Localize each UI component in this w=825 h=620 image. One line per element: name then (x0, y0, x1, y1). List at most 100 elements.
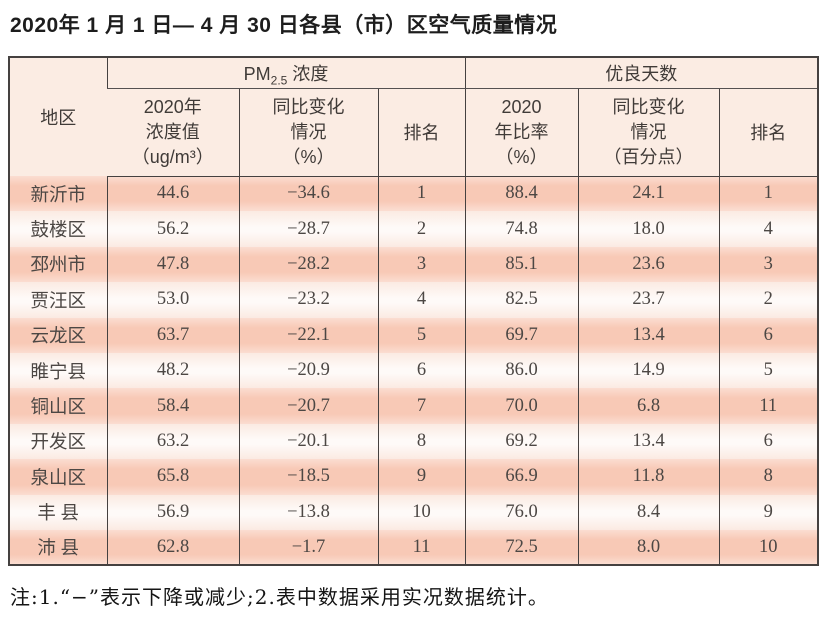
col-header-gd-rate: 2020 年比率 （%） (464, 88, 579, 177)
pm-value-cell: 58.4 (106, 388, 239, 424)
table-row: 开发区 63.2 −20.1 8 69.2 13.4 6 (9, 423, 819, 460)
good-days-rank-cell: 6 (718, 423, 819, 460)
col-header-gd-rank: 排名 (718, 88, 819, 177)
good-days-rate-cell: 85.1 (464, 246, 579, 283)
pm-value-cell: 44.6 (106, 176, 239, 212)
table-row: 丰 县 56.9 −13.8 10 76.0 8.4 9 (9, 494, 819, 530)
pm-value-cell: 65.8 (106, 459, 239, 495)
pm-yoy-cell: −1.7 (238, 529, 378, 566)
pm-rank-cell: 5 (377, 317, 466, 353)
col-header-pm-yoy-change: 同比变化 情况 （%） (238, 88, 378, 177)
pm-rank-cell: 2 (377, 211, 466, 247)
table-body: 新沂市 44.6 −34.6 1 88.4 24.1 1 鼓楼区 56.2 −2… (9, 176, 819, 566)
table-row: 泉山区 65.8 −18.5 9 66.9 11.8 8 (9, 459, 819, 495)
pm-rank-cell: 4 (377, 282, 466, 318)
header-detail-row: 2020年 浓度值 （ug/m³） 同比变化 情况 （%） 排名 2020 年比… (9, 88, 819, 177)
col-group-good-days: 优良天数 (464, 57, 819, 89)
region-cell: 贾汪区 (9, 282, 107, 318)
good-days-rate-cell: 69.7 (464, 317, 579, 353)
good-days-rank-cell: 11 (718, 388, 819, 424)
pm-rank-cell: 1 (377, 176, 466, 212)
pm-yoy-cell: −18.5 (238, 459, 378, 495)
good-days-yoy-cell: 8.0 (577, 529, 720, 566)
pm-rank-cell: 8 (377, 423, 466, 460)
region-cell: 开发区 (9, 423, 107, 460)
pm-value-cell: 63.7 (106, 317, 239, 353)
good-days-yoy-cell: 14.9 (577, 352, 720, 389)
pm-yoy-cell: −13.8 (238, 494, 378, 530)
pm-value-cell: 48.2 (106, 352, 239, 389)
table-row: 邳州市 47.8 −28.2 3 85.1 23.6 3 (9, 246, 819, 283)
pm-yoy-cell: −28.7 (238, 211, 378, 247)
good-days-rank-cell: 2 (718, 282, 819, 318)
good-days-rate-cell: 74.8 (464, 211, 579, 247)
table-row: 睢宁县 48.2 −20.9 6 86.0 14.9 5 (9, 352, 819, 389)
region-cell: 云龙区 (9, 317, 107, 353)
pm-value-cell: 63.2 (106, 423, 239, 460)
pm-rank-cell: 7 (377, 388, 466, 424)
pm-value-cell: 56.9 (106, 494, 239, 530)
region-cell: 沛 县 (9, 529, 107, 566)
table-row: 鼓楼区 56.2 −28.7 2 74.8 18.0 4 (9, 211, 819, 247)
pm-yoy-cell: −28.2 (238, 246, 378, 283)
page-title: 2020年 1 月 1 日— 4 月 30 日各县（市）区空气质量情况 (10, 14, 558, 37)
good-days-yoy-cell: 18.0 (577, 211, 720, 247)
good-days-yoy-cell: 13.4 (577, 423, 720, 460)
good-days-rate-cell: 72.5 (464, 529, 579, 566)
good-days-rate-cell: 88.4 (464, 176, 579, 212)
pm-yoy-cell: −20.7 (238, 388, 378, 424)
region-cell: 新沂市 (9, 176, 107, 212)
good-days-yoy-cell: 6.8 (577, 388, 720, 424)
pm25-label-prefix: PM (243, 63, 271, 84)
footnote: 注:1.“−”表示下降或减少;2.表中数据采用实况数据统计。 (10, 585, 549, 610)
good-days-yoy-cell: 13.4 (577, 317, 720, 353)
good-days-yoy-cell: 23.7 (577, 282, 720, 318)
col-header-region: 地区 (9, 57, 107, 176)
pm-rank-cell: 10 (377, 494, 466, 530)
pm-rank-cell: 11 (377, 529, 466, 566)
region-cell: 铜山区 (9, 388, 107, 424)
table-row: 新沂市 44.6 −34.6 1 88.4 24.1 1 (9, 176, 819, 212)
good-days-rank-cell: 9 (718, 494, 819, 530)
pm-yoy-cell: −20.1 (238, 423, 378, 460)
table-row: 铜山区 58.4 −20.7 7 70.0 6.8 11 (9, 388, 819, 424)
col-header-pm-rank: 排名 (377, 88, 466, 177)
region-cell: 泉山区 (9, 459, 107, 495)
good-days-yoy-cell: 24.1 (577, 176, 720, 212)
pm25-label-suffix: 浓度 (287, 63, 329, 84)
good-days-rate-cell: 70.0 (464, 388, 579, 424)
good-days-rank-cell: 5 (718, 352, 819, 389)
pm-value-cell: 62.8 (106, 529, 239, 566)
good-days-yoy-cell: 8.4 (577, 494, 720, 530)
good-days-rank-cell: 10 (718, 529, 819, 566)
good-days-rate-cell: 66.9 (464, 459, 579, 495)
good-days-rank-cell: 3 (718, 246, 819, 283)
region-cell: 丰 县 (9, 494, 107, 530)
good-days-yoy-cell: 11.8 (577, 459, 720, 495)
table-row: 沛 县 62.8 −1.7 11 72.5 8.0 10 (9, 529, 819, 566)
good-days-rank-cell: 6 (718, 317, 819, 353)
table-row: 云龙区 63.7 −22.1 5 69.7 13.4 6 (9, 317, 819, 353)
col-group-pm25: PM2.5 浓度 (106, 57, 466, 89)
pm25-label-subscript: 2.5 (270, 73, 288, 88)
good-days-rank-cell: 8 (718, 459, 819, 495)
air-quality-table: 地区 PM2.5 浓度 优良天数 2020年 浓度值 （ug/m³） 同比变化 … (8, 56, 820, 567)
region-cell: 睢宁县 (9, 352, 107, 389)
pm-yoy-cell: −20.9 (238, 352, 378, 389)
table-row: 贾汪区 53.0 −23.2 4 82.5 23.7 2 (9, 282, 819, 318)
pm-rank-cell: 6 (377, 352, 466, 389)
good-days-rate-cell: 69.2 (464, 423, 579, 460)
region-cell: 邳州市 (9, 246, 107, 283)
pm-yoy-cell: −23.2 (238, 282, 378, 318)
pm-value-cell: 47.8 (106, 246, 239, 283)
col-header-pm-concentration: 2020年 浓度值 （ug/m³） (107, 88, 239, 177)
good-days-rate-cell: 76.0 (464, 494, 579, 530)
good-days-rank-cell: 1 (718, 176, 819, 212)
table-header: 地区 PM2.5 浓度 优良天数 2020年 浓度值 （ug/m³） 同比变化 … (9, 57, 819, 177)
good-days-rank-cell: 4 (718, 211, 819, 247)
pm-yoy-cell: −22.1 (238, 317, 378, 353)
pm-value-cell: 53.0 (106, 282, 239, 318)
good-days-rate-cell: 82.5 (464, 282, 579, 318)
col-header-gd-yoy-change: 同比变化 情况 （百分点） (577, 88, 720, 177)
